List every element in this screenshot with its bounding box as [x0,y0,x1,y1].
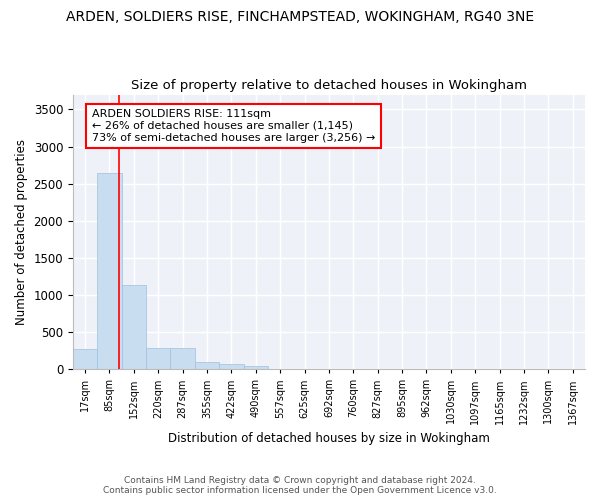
Bar [122,284,146,369]
Bar [195,362,219,369]
Y-axis label: Number of detached properties: Number of detached properties [15,139,28,325]
Bar [219,364,244,369]
Bar [73,348,97,369]
Bar [146,348,170,369]
Bar [244,366,268,369]
X-axis label: Distribution of detached houses by size in Wokingham: Distribution of detached houses by size … [168,432,490,445]
Bar [97,173,122,369]
Text: ARDEN, SOLDIERS RISE, FINCHAMPSTEAD, WOKINGHAM, RG40 3NE: ARDEN, SOLDIERS RISE, FINCHAMPSTEAD, WOK… [66,10,534,24]
Bar [170,348,195,369]
Title: Size of property relative to detached houses in Wokingham: Size of property relative to detached ho… [131,79,527,92]
Text: ARDEN SOLDIERS RISE: 111sqm
← 26% of detached houses are smaller (1,145)
73% of : ARDEN SOLDIERS RISE: 111sqm ← 26% of det… [92,110,375,142]
Text: Contains HM Land Registry data © Crown copyright and database right 2024.
Contai: Contains HM Land Registry data © Crown c… [103,476,497,495]
